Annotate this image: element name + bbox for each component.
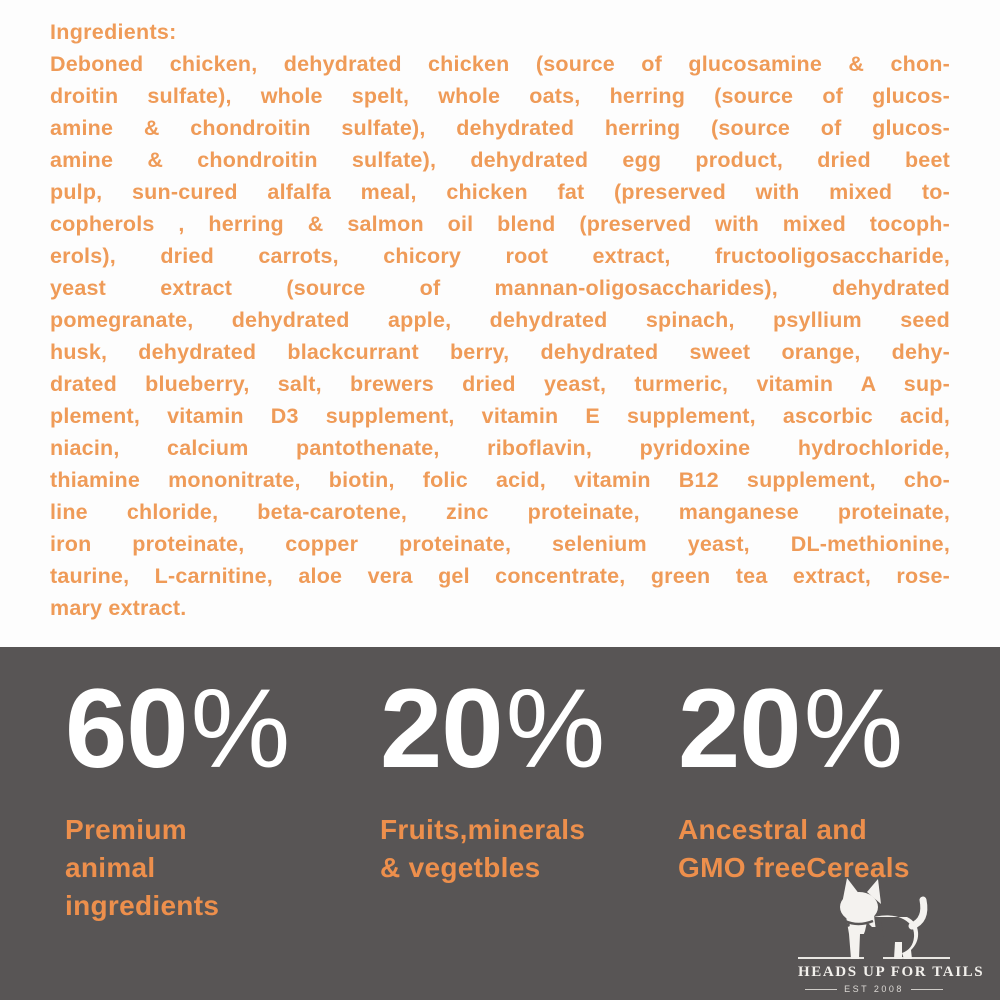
stats-section: 60% Premium animal ingredients 20% Fruit… [0, 647, 1000, 1000]
ingredients-line: taurine, L-carnitine, aloe vera gel conc… [50, 564, 950, 588]
stat-number: 20 [380, 666, 504, 791]
stat-number: 60 [65, 666, 189, 791]
ingredients-line: drated blueberry, salt, brewers dried ye… [50, 372, 950, 396]
ingredients-heading: Ingredients: [50, 20, 177, 44]
stat-label: Ancestral and GMO freeCereals [678, 811, 968, 887]
stat-value-20-percent: 20% [380, 673, 678, 785]
ingredients-line: copherols , herring & salmon oil blend (… [50, 212, 950, 236]
ingredients-line: husk, dehydrated blackcurrant berry, deh… [50, 340, 950, 364]
percent-sign: % [505, 666, 606, 791]
est-text: EST 2008 [844, 984, 904, 994]
stat-label: Premium animal ingredients [65, 811, 380, 925]
ingredients-line: niacin, calcium pantothenate, riboflavin… [50, 436, 950, 460]
brand-logo: HEADS UP FOR TAILS EST 2008 [798, 876, 985, 994]
stat-label-line: animal [65, 852, 156, 883]
stat-number: 20 [678, 666, 802, 791]
est-dash-right [910, 988, 943, 990]
ingredients-line: pomegranate, dehydrated apple, dehydrate… [50, 308, 950, 332]
ingredients-line: Deboned chicken, dehydrated chicken (sou… [50, 52, 950, 76]
ingredients-line: plement, vitamin D3 supplement, vitamin … [50, 404, 950, 428]
ingredients-line: erols), dried carrots, chicory root extr… [50, 244, 950, 268]
percent-sign: % [190, 666, 291, 791]
est-dash-left [805, 988, 838, 990]
stat-premium-animal-ingredients: 60% Premium animal ingredients [65, 673, 380, 925]
stat-label-line: Fruits,minerals [380, 814, 586, 845]
stat-value-20-percent: 20% [678, 673, 968, 785]
ingredients-line: droitin sulfate), whole spelt, whole oat… [50, 84, 950, 108]
stat-ancestral-gmo-free-cereals: 20% Ancestral and GMO freeCereals [678, 673, 968, 887]
brand-name: HEADS UP FOR TAILS [798, 964, 985, 980]
ingredients-line: line chloride, beta-carotene, zinc prote… [50, 500, 950, 524]
stat-label-line: & vegetbles [380, 852, 541, 883]
stat-label-line: Ancestral and [678, 814, 868, 845]
stat-label-line: ingredients [65, 890, 220, 921]
ingredients-line: mary extract. [50, 596, 187, 620]
ingredients-line: pulp, sun-cured alfalfa meal, chicken fa… [50, 180, 950, 204]
ingredients-section: Ingredients: Deboned chicken, dehydrated… [50, 20, 950, 624]
stat-value-60-percent: 60% [65, 673, 380, 785]
stat-label-line: Premium [65, 814, 187, 845]
percent-sign: % [803, 666, 904, 791]
ingredients-text: Deboned chicken, dehydrated chicken (sou… [50, 48, 950, 624]
stat-label-line: GMO freeCereals [678, 852, 910, 883]
stat-fruits-minerals-vegetables: 20% Fruits,minerals & vegetbles [380, 673, 678, 887]
ingredients-line: amine & chondroitin sulfate), dehydrated… [50, 116, 950, 140]
brand-established: EST 2008 [798, 984, 950, 994]
stat-label: Fruits,minerals & vegetbles [380, 811, 678, 887]
ingredients-line: thiamine mononitrate, biotin, folic acid… [50, 468, 950, 492]
ingredients-line: iron proteinate, copper proteinate, sele… [50, 532, 950, 556]
dog-silhouette-icon [840, 878, 928, 959]
ingredients-line: yeast extract (source of mannan-oligosac… [50, 276, 950, 300]
ingredients-line: amine & chondroitin sulfate), dehydrated… [50, 148, 950, 172]
